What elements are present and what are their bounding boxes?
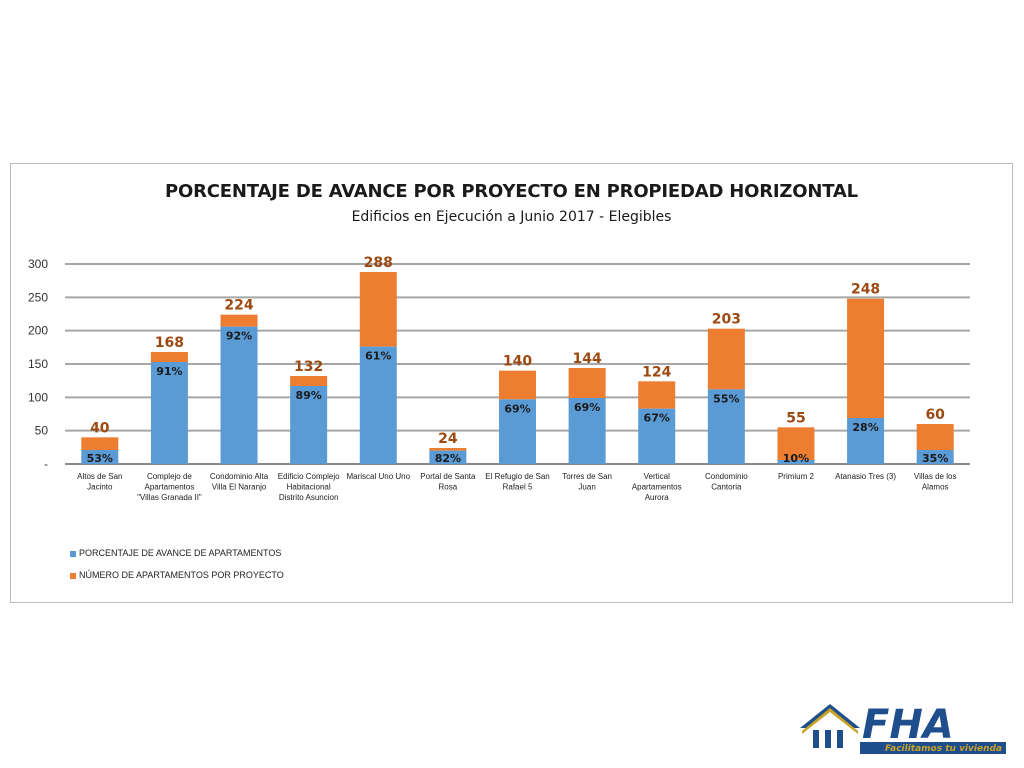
legend-label-percent: PORCENTAJE DE AVANCE DE APARTAMENTOS — [79, 548, 282, 558]
bar-progress — [707, 389, 745, 464]
bar-progress — [777, 460, 815, 464]
x-tick-label: Edificio Complejo — [278, 472, 340, 481]
bar-percent-label: 28% — [852, 421, 878, 434]
legend-swatch-orange — [70, 572, 76, 579]
y-tick-label: 50 — [35, 424, 49, 438]
bar-progress — [916, 450, 954, 464]
bar-total-label: 24 — [438, 431, 458, 447]
y-tick-label: 100 — [28, 390, 48, 404]
x-tick-label: Torres de San — [562, 472, 612, 481]
y-tick-label: 250 — [28, 290, 48, 304]
chart-subtitle: Edificios en Ejecución a Junio 2017 - El… — [351, 209, 672, 225]
bar-progress — [290, 386, 328, 464]
bar-progress — [499, 399, 536, 464]
x-tick-label: Jacinto — [87, 483, 113, 492]
bar-total — [638, 381, 676, 409]
house-icon — [800, 704, 860, 748]
x-tick-label: Mariscal Uno Uno — [346, 472, 410, 481]
bar-total-label: 140 — [503, 354, 532, 370]
bar-total — [429, 448, 467, 451]
fha-logo: FHA Facilitamos tu vivienda — [800, 702, 1006, 754]
bar-total — [220, 314, 258, 327]
bar-progress — [359, 346, 397, 464]
bar-percent-label: 10% — [783, 452, 809, 465]
x-tick-label: Condominio — [705, 472, 748, 481]
bar-total-label: 124 — [642, 364, 671, 380]
x-tick-label: Juan — [578, 483, 595, 492]
bar-percent-label: 35% — [922, 452, 948, 465]
x-tick-label: Primium 2 — [778, 472, 815, 481]
y-tick-label: 300 — [28, 257, 48, 271]
x-tick-label: Complejo de — [147, 472, 192, 481]
x-tick-label: Habitacional — [287, 483, 331, 492]
bar-total — [707, 328, 745, 390]
bar-total-label: 203 — [712, 312, 741, 328]
bar-total — [847, 298, 885, 418]
bar-total — [916, 424, 954, 450]
bar-total-label: 144 — [572, 351, 601, 367]
x-tick-label: Portal de Santa — [420, 472, 476, 481]
bar-total — [568, 368, 606, 398]
y-tick-label: 150 — [28, 357, 48, 371]
y-tick-label: 200 — [28, 324, 48, 338]
bar-percent-label: 89% — [295, 389, 321, 402]
bar-total-label: 40 — [90, 420, 110, 436]
bar-total-label: 168 — [155, 335, 184, 351]
x-tick-label: Distrito Asuncion — [279, 493, 339, 502]
x-tick-label: Alamos — [922, 483, 949, 492]
x-tick-label: Villas de los — [914, 472, 957, 481]
logo-text: FHA — [862, 702, 954, 748]
bar-percent-label: 69% — [504, 402, 530, 415]
bar-total-label: 132 — [294, 359, 323, 375]
bar-percent-label: 67% — [644, 412, 670, 425]
x-tick-label: "Villas Granada II" — [137, 493, 202, 502]
bar-total — [150, 352, 188, 362]
x-tick-label: Vertical — [644, 472, 670, 481]
bar-progress — [150, 362, 188, 464]
x-tick-label: Aurora — [645, 493, 670, 502]
bar-progress — [81, 450, 119, 464]
x-tick-label: Villa El Naranjo — [212, 483, 267, 492]
bar-total-label: 55 — [786, 410, 805, 426]
x-tick-label: Altos de San — [77, 472, 122, 481]
bar-progress — [220, 326, 258, 464]
bar-total — [777, 427, 815, 460]
bar-percent-label: 69% — [574, 401, 600, 414]
bar-percent-label: 92% — [226, 330, 252, 343]
x-tick-label: Cantoria — [711, 483, 742, 492]
bar-total — [290, 376, 328, 386]
x-tick-label: Rafael 5 — [503, 483, 533, 492]
bar-total-label: 224 — [224, 298, 253, 314]
bar-percent-label: 61% — [365, 350, 391, 363]
bar-percent-label: 55% — [713, 392, 739, 405]
bar-progress — [638, 408, 676, 464]
x-tick-label: Atanasio Tres (3) — [835, 472, 896, 481]
bar-total — [499, 370, 536, 400]
bar-total-label: 288 — [364, 255, 393, 271]
bar-percent-label: 82% — [435, 452, 461, 465]
legend-item-percent: PORCENTAJE DE AVANCE DE APARTAMENTOS — [70, 548, 281, 558]
y-tick-label: - — [44, 457, 48, 471]
bar-progress — [429, 450, 467, 464]
x-tick-label: El Refugio de San — [485, 472, 550, 481]
chart-title: PORCENTAJE DE AVANCE POR PROYECTO EN PRO… — [165, 181, 858, 202]
legend-label-count: NÚMERO DE APARTAMENTOS POR PROYECTO — [79, 570, 284, 580]
logo-tagline: Facilitamos tu vivienda — [885, 744, 1002, 754]
legend-item-count: NÚMERO DE APARTAMENTOS POR PROYECTO — [70, 570, 284, 580]
bar-percent-label: 91% — [156, 365, 182, 378]
bar-total-label: 248 — [851, 282, 880, 298]
bar-progress — [568, 398, 606, 464]
x-tick-label: Apartamentos — [145, 483, 195, 492]
x-tick-label: Condominio Alta — [210, 472, 269, 481]
bar-percent-label: 53% — [87, 452, 113, 465]
x-tick-label: Apartamentos — [632, 483, 682, 492]
bar-total — [359, 272, 397, 347]
bar-total-label: 60 — [925, 407, 945, 423]
bar-total — [81, 437, 119, 450]
x-tick-label: Rosa — [439, 483, 458, 492]
legend-swatch-blue — [70, 550, 76, 557]
bar-progress — [847, 418, 885, 464]
